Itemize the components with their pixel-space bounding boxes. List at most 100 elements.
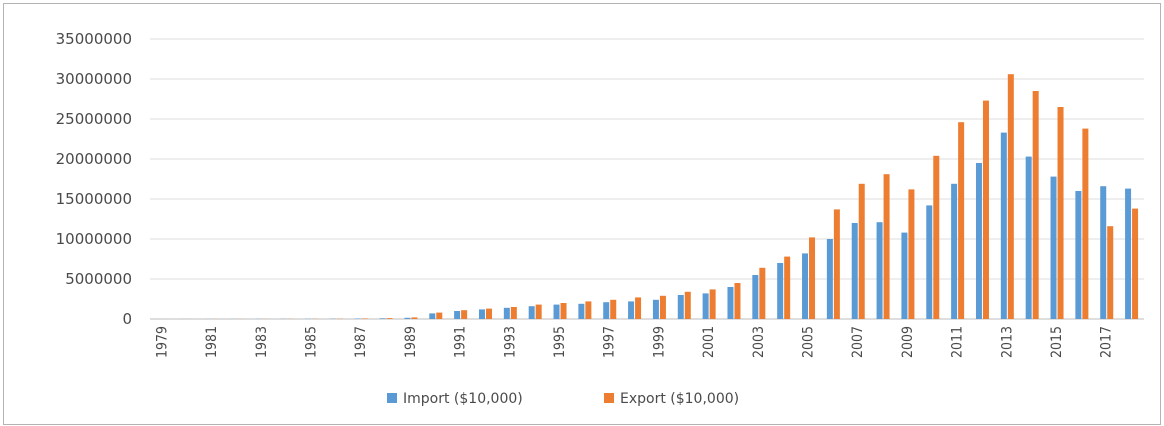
x-axis-ticks: 1979 1981 1983 1985 1987 1989 1991 1993 1995 1997… (154, 326, 1114, 358)
import-bar-1989 (404, 317, 411, 319)
legend-swatch-import (387, 393, 397, 403)
export-bar-2009 (908, 189, 915, 319)
import-bar-2004 (777, 263, 784, 319)
export-bar-2001 (709, 289, 716, 319)
chart-frame: 0 5000000 10000000 15000000 20000000 25000000… (3, 3, 1161, 425)
import-bar-2014 (1025, 156, 1032, 319)
export-bar-2011 (958, 122, 965, 319)
import-bar-2008 (876, 222, 883, 319)
y-tick-label: 30000000 (56, 70, 132, 88)
import-bar-2006 (826, 239, 833, 319)
x-tick-label: 2005 (801, 326, 817, 358)
import-bar-2010 (926, 205, 933, 319)
export-bar-1996 (585, 301, 592, 319)
export-bar-2003 (759, 267, 766, 319)
x-tick-label: 2009 (900, 326, 916, 358)
export-bar-1998 (635, 297, 642, 319)
y-axis-ticks: 0 5000000 10000000 15000000 20000000 25000000… (56, 30, 132, 328)
export-bar-2012 (982, 100, 989, 319)
gridlines (150, 38, 1144, 320)
export-bar-1991 (461, 310, 468, 319)
import-bar-2013 (1000, 132, 1007, 319)
legend-label-export: Export ($10,000) (620, 391, 739, 407)
export-bar-2006 (833, 209, 840, 319)
legend-swatch-export (604, 393, 614, 403)
export-bar-1990 (436, 312, 443, 319)
import-bar-2018 (1125, 188, 1132, 319)
import-bar-1990 (429, 313, 436, 319)
x-tick-label: 2015 (1049, 326, 1065, 358)
export-bar-2002 (734, 283, 741, 319)
x-tick-label: 1999 (651, 326, 667, 358)
export-bar-2007 (858, 183, 865, 319)
x-tick-label: 1983 (254, 326, 270, 358)
import-bar-1997 (603, 302, 610, 319)
import-bar-2011 (951, 183, 958, 319)
x-tick-label: 2001 (701, 326, 717, 358)
x-tick-label: 1993 (502, 326, 518, 358)
export-bar-2008 (883, 174, 890, 319)
bar-chart: 0 5000000 10000000 15000000 20000000 25000000… (56, 30, 1144, 407)
export-bar-1992 (485, 308, 492, 319)
import-bar-2015 (1050, 176, 1057, 319)
export-bar-2015 (1057, 107, 1064, 319)
import-bar-1991 (454, 311, 461, 319)
import-bar-1988 (379, 318, 386, 319)
export-bar-2005 (809, 237, 816, 319)
x-tick-label: 1995 (552, 326, 568, 358)
y-tick-label: 5000000 (65, 270, 132, 288)
bars (155, 74, 1139, 319)
legend: Import ($10,000) Export ($10,000) (387, 391, 739, 407)
x-tick-label: 2003 (751, 326, 767, 358)
export-bar-2018 (1132, 208, 1139, 319)
y-tick-label: 20000000 (56, 150, 132, 168)
export-bar-2000 (684, 291, 691, 319)
import-bar-2009 (901, 232, 908, 319)
export-bar-1987 (361, 318, 368, 319)
export-bar-2004 (784, 256, 791, 319)
export-bar-1989 (411, 317, 418, 319)
export-bar-1993 (510, 307, 517, 319)
import-bar-1992 (478, 309, 485, 319)
x-tick-label: 1981 (204, 326, 220, 358)
import-bar-2002 (727, 287, 734, 319)
x-tick-label: 1991 (453, 326, 469, 358)
x-tick-label: 2007 (850, 326, 866, 358)
x-tick-label: 1979 (154, 326, 170, 358)
export-bar-1995 (560, 303, 567, 319)
import-bar-1996 (578, 303, 585, 319)
export-bar-2010 (933, 155, 940, 319)
import-bar-1998 (628, 301, 635, 319)
import-bar-2001 (702, 293, 709, 319)
x-tick-label: 1985 (304, 326, 320, 358)
import-bar-2000 (677, 295, 684, 319)
x-tick-label: 2017 (1099, 326, 1115, 358)
import-bar-1993 (503, 307, 510, 319)
y-tick-label: 35000000 (56, 30, 132, 48)
import-bar-2007 (851, 223, 858, 319)
import-bar-2017 (1100, 186, 1107, 319)
import-bar-2005 (802, 253, 809, 319)
legend-label-import: Import ($10,000) (403, 391, 523, 407)
import-bar-1995 (553, 304, 560, 319)
import-bar-1994 (528, 306, 535, 319)
x-tick-label: 2011 (950, 326, 966, 358)
export-bar-2017 (1107, 226, 1114, 319)
y-tick-label: 25000000 (56, 110, 132, 128)
export-bar-2014 (1032, 91, 1039, 319)
y-tick-label: 0 (122, 310, 132, 328)
import-bar-2016 (1075, 191, 1082, 319)
x-tick-label: 1997 (602, 326, 618, 358)
export-bar-1999 (659, 295, 666, 319)
export-bar-2016 (1082, 128, 1089, 319)
x-tick-label: 1989 (403, 326, 419, 358)
export-bar-1994 (535, 304, 542, 319)
import-bar-2003 (752, 275, 759, 319)
export-bar-1997 (610, 299, 617, 319)
x-tick-label: 2013 (999, 326, 1015, 358)
x-tick-label: 1987 (353, 326, 369, 358)
y-tick-label: 15000000 (56, 190, 132, 208)
y-tick-label: 10000000 (56, 230, 132, 248)
import-bar-2012 (975, 163, 982, 319)
export-bar-1988 (386, 318, 393, 319)
